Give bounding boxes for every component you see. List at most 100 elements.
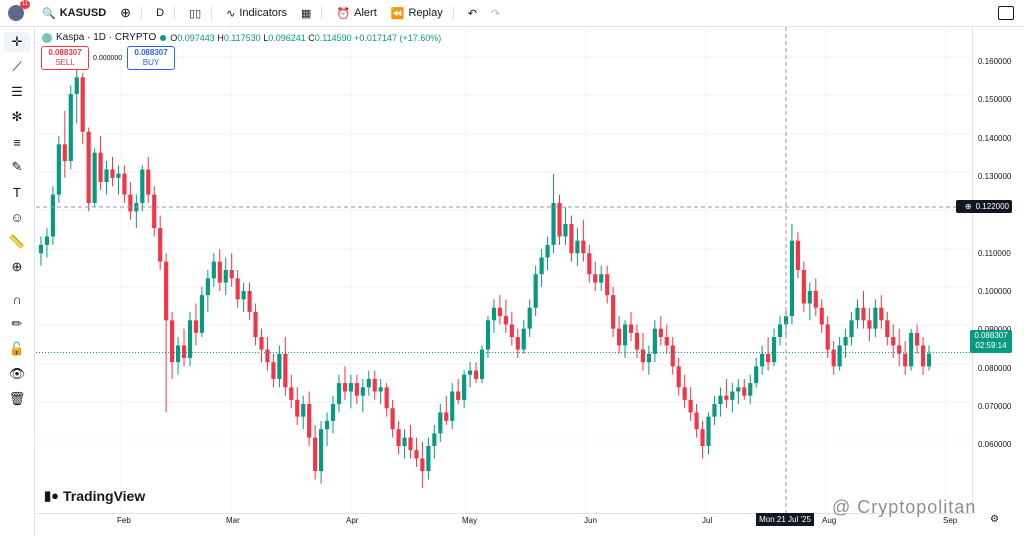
candle (152, 186, 157, 237)
crosshair-price-tag: ⊕ 0.122000 (956, 200, 1012, 213)
user-avatar[interactable]: 11 (8, 0, 30, 21)
candle-body (712, 404, 717, 417)
compare-button[interactable]: ⊕ (120, 5, 131, 21)
indicators-button[interactable]: ∿ Indicators (226, 7, 287, 20)
trash-icon[interactable]: 🗑 (8, 391, 26, 406)
crosshair-price: 0.122000 (975, 202, 1009, 211)
candle (873, 299, 878, 338)
candle (664, 324, 669, 354)
candle (211, 253, 216, 287)
redo-button[interactable]: ↷ (491, 7, 500, 20)
candle-body (68, 94, 73, 162)
lock-icon[interactable]: 🔓 (8, 341, 26, 356)
eye-icon[interactable]: 👁 (8, 366, 26, 381)
candle (319, 420, 324, 484)
candle (920, 337, 926, 375)
candle-body (259, 337, 264, 350)
candle (581, 219, 586, 262)
watermark: @ Cryptopolitan (832, 497, 977, 517)
candle-body (819, 307, 824, 325)
candle-body (521, 328, 526, 350)
ohlc-values: O0.097443 H0.117530 L0.096241 C0.114590 … (170, 33, 441, 43)
trendline-icon[interactable]: ⟋ (12, 59, 22, 74)
tradingview-logo[interactable]: ▮● TradingView (44, 488, 145, 504)
time-tick-label: Apr (346, 516, 359, 525)
alert-button[interactable]: ⏰ Alert (336, 7, 376, 20)
fib-icon[interactable]: ☰ (11, 84, 23, 99)
sell-button[interactable]: 0.088307 SELL (41, 46, 89, 70)
candle-body (551, 202, 556, 245)
candle (628, 311, 634, 342)
price-axis[interactable] (972, 27, 1024, 513)
candle-body (217, 261, 222, 283)
time-axis[interactable] (36, 513, 972, 537)
lock-drawing-icon[interactable]: ✏ (11, 316, 23, 331)
projection-icon[interactable]: ≡ (13, 134, 21, 150)
interval-button[interactable]: D (156, 7, 164, 19)
candle (247, 282, 252, 321)
candle-body (664, 337, 669, 346)
candle (170, 311, 175, 379)
candle (56, 135, 61, 203)
candle-body (706, 416, 711, 446)
ruler-icon[interactable]: 📏 (8, 234, 26, 249)
chart-type-button[interactable]: ▯▯ (189, 7, 201, 20)
candle (140, 165, 145, 212)
gear-icon[interactable]: ⚙ (990, 514, 999, 525)
magnet-icon[interactable]: ∩ (12, 291, 22, 307)
candle-body (74, 77, 79, 95)
candle (468, 362, 473, 388)
layout-icon[interactable] (998, 6, 1014, 20)
candle-body (676, 366, 681, 388)
rewind-icon: ⏪ (390, 7, 405, 20)
candle-body (813, 290, 818, 308)
candle (926, 345, 932, 371)
candle (68, 85, 73, 170)
candle (223, 257, 228, 296)
spread-value: 0.000000 (93, 55, 123, 62)
divider (452, 6, 454, 20)
candle (533, 265, 538, 317)
text-icon[interactable]: T (13, 184, 21, 200)
candle-body (295, 399, 300, 417)
candle (837, 337, 842, 371)
candle (98, 135, 103, 191)
pattern-icon[interactable]: ✻ (11, 109, 23, 124)
brush-icon[interactable]: ✎ (11, 159, 23, 174)
candle-body (855, 307, 860, 321)
price-chart[interactable] (36, 27, 972, 513)
buy-button[interactable]: 0.088307 BUY (127, 46, 175, 70)
divider (174, 6, 176, 20)
candle (521, 320, 526, 354)
candle-body (700, 429, 705, 446)
grid-icon: ▦ (301, 7, 312, 20)
crosshair-date: Mon 21 Jul '25 (756, 513, 814, 526)
candle-body (152, 194, 157, 229)
candle-body (378, 387, 383, 392)
zoom-in-icon[interactable]: ⊕ (11, 259, 23, 274)
add-alert-icon[interactable]: ⊕ (964, 202, 972, 211)
open-value: 0.097443 (177, 32, 215, 43)
emoji-icon[interactable]: ☺ (10, 209, 24, 225)
candle (491, 299, 497, 333)
candle-body (307, 404, 312, 438)
candle-body (742, 387, 747, 396)
symbol-search[interactable]: 🔍 KASUSD (42, 7, 106, 20)
candle-body (807, 290, 812, 304)
candle-body (241, 290, 246, 300)
candle-body (205, 278, 210, 296)
sell-label: SELL (55, 58, 75, 67)
candle-body (533, 274, 538, 308)
candle-body (253, 311, 258, 338)
candle-body (682, 387, 687, 400)
crosshair-icon[interactable]: ✛ (4, 32, 30, 52)
interval-label: D (156, 7, 165, 19)
candle (390, 399, 395, 438)
candle-body (724, 395, 729, 400)
templates-button[interactable]: ▦ (301, 7, 311, 20)
undo-button[interactable]: ↶ (468, 7, 477, 20)
candle (617, 316, 622, 354)
top-toolbar: 11 🔍 KASUSD ⊕ D ▯▯ ∿ Indicators ▦ ⏰ Aler… (0, 0, 1024, 27)
price-tick-label: 0.070000 (978, 402, 1012, 411)
replay-button[interactable]: ⏪ Replay (391, 7, 443, 20)
